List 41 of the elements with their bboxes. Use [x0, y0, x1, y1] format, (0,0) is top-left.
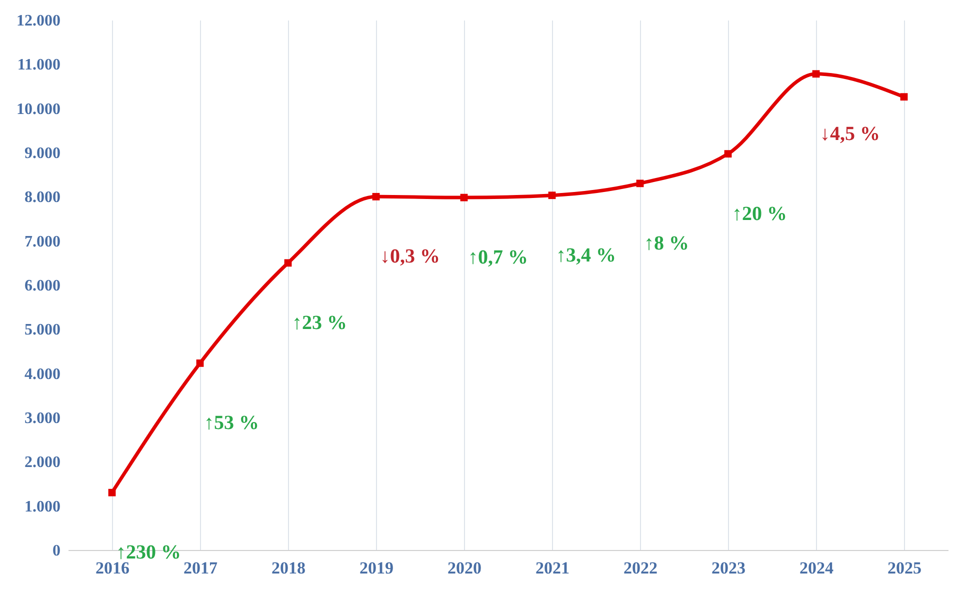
point	[284, 259, 292, 267]
annotation: ↑0,7 %	[468, 246, 528, 269]
y-tick-label: 4.000	[24, 366, 60, 383]
point	[900, 93, 908, 101]
point	[108, 488, 116, 496]
annotation: ↓0,3 %	[380, 246, 440, 268]
y-tick-label: 11.000	[17, 56, 60, 74]
annotation: ↑23 %	[292, 312, 347, 334]
x-tick-label: 2022	[624, 558, 658, 578]
x-tick-label: 2018	[272, 558, 306, 578]
x-tick-label: 2016	[96, 558, 130, 578]
y-tick-label: 3.000	[24, 410, 60, 427]
point	[196, 359, 204, 367]
annotation: ↑20 %	[732, 202, 787, 225]
y-tick-label: 9.000	[24, 145, 60, 162]
annotation: ↑8 %	[644, 232, 689, 254]
y-tick-label: 10.000	[16, 100, 60, 118]
point	[636, 180, 644, 188]
point	[812, 70, 820, 78]
y-tick-label: 8.000	[24, 189, 60, 206]
x-tick-label: 2020	[448, 558, 482, 578]
annotation: ↓4,5 %	[820, 122, 880, 145]
y-tick-label: 7.000	[24, 233, 60, 250]
x-tick-label: 2017	[184, 558, 218, 578]
y-tick-label: 1.000	[24, 498, 60, 516]
y-tick-label: 5.000	[24, 322, 60, 339]
y-tick-label: 12.000	[16, 12, 60, 30]
point	[372, 192, 380, 200]
x-tick-label: 2023	[712, 558, 746, 578]
x-tick-label: 2025	[888, 558, 922, 578]
annotation: ↑53 %	[204, 412, 259, 434]
y-tick-label: 6.000	[24, 278, 60, 294]
point	[460, 194, 468, 202]
x-tick-label: 2021	[536, 558, 570, 578]
y-tick-label: 0	[52, 542, 60, 560]
x-tick-label: 2019	[360, 558, 394, 578]
point	[724, 150, 732, 158]
point	[548, 192, 556, 200]
x-tick-label: 2024	[800, 558, 834, 578]
y-tick-label: 2.000	[24, 454, 60, 472]
annotation: ↑3,4 %	[556, 244, 616, 266]
